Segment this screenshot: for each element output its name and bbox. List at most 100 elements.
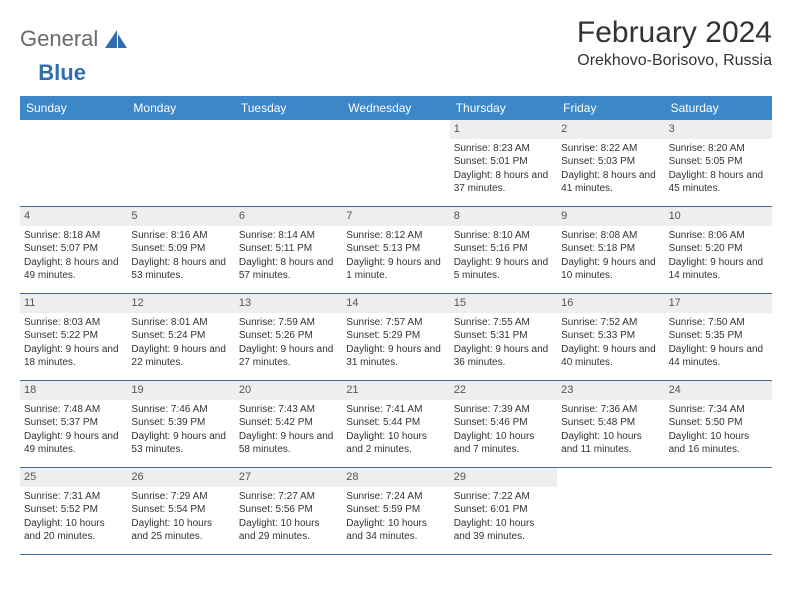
daylight-line: Daylight: 9 hours and 36 minutes. — [454, 343, 553, 370]
logo-sail-icon — [103, 28, 129, 50]
daylight-line: Daylight: 10 hours and 7 minutes. — [454, 430, 553, 457]
calendar-body: 1Sunrise: 8:23 AMSunset: 5:01 PMDaylight… — [20, 120, 772, 555]
day-cell-empty — [20, 120, 127, 206]
week-row: 4Sunrise: 8:18 AMSunset: 5:07 PMDaylight… — [20, 207, 772, 294]
day-cell: 19Sunrise: 7:46 AMSunset: 5:39 PMDayligh… — [127, 381, 234, 467]
day-number: 4 — [20, 207, 127, 226]
day-number: 16 — [557, 294, 664, 313]
sunset-line: Sunset: 5:11 PM — [239, 242, 338, 256]
day-cell-empty — [235, 120, 342, 206]
sunrise-line: Sunrise: 7:24 AM — [346, 490, 445, 504]
day-cell: 16Sunrise: 7:52 AMSunset: 5:33 PMDayligh… — [557, 294, 664, 380]
day-cell: 8Sunrise: 8:10 AMSunset: 5:16 PMDaylight… — [450, 207, 557, 293]
day-number: 6 — [235, 207, 342, 226]
day-cell: 6 Sunrise: 8:14 AMSunset: 5:11 PMDaylight… — [235, 207, 342, 293]
sunrise-line: Sunrise: 7:43 AM — [239, 403, 338, 417]
day-number: 20 — [235, 381, 342, 400]
daylight-line: Daylight: 9 hours and 18 minutes. — [24, 343, 123, 370]
daylight-line: Daylight: 10 hours and 16 minutes. — [669, 430, 768, 457]
sunset-line: Sunset: 5:39 PM — [131, 416, 230, 430]
day-cell: 28Sunrise: 7:24 AMSunset: 5:59 PMDayligh… — [342, 468, 449, 554]
sunset-line: Sunset: 5:09 PM — [131, 242, 230, 256]
sunset-line: Sunset: 5:37 PM — [24, 416, 123, 430]
sunrise-line: Sunrise: 7:48 AM — [24, 403, 123, 417]
sunrise-line: Sunrise: 8:08 AM — [561, 229, 660, 243]
daylight-line: Daylight: 8 hours and 45 minutes. — [669, 169, 768, 196]
daylight-line: Daylight: 9 hours and 22 minutes. — [131, 343, 230, 370]
day-number: 25 — [20, 468, 127, 487]
sunrise-line: Sunrise: 8:03 AM — [24, 316, 123, 330]
day-number: 10 — [665, 207, 772, 226]
sunset-line: Sunset: 5:24 PM — [131, 329, 230, 343]
daylight-line: Daylight: 10 hours and 20 minutes. — [24, 517, 123, 544]
sunset-line: Sunset: 5:31 PM — [454, 329, 553, 343]
day-cell: 21Sunrise: 7:41 AMSunset: 5:44 PMDayligh… — [342, 381, 449, 467]
sunset-line: Sunset: 5:07 PM — [24, 242, 123, 256]
sunset-line: Sunset: 5:35 PM — [669, 329, 768, 343]
day-cell-empty — [127, 120, 234, 206]
logo-text-gray: General — [20, 26, 98, 52]
sunrise-line: Sunrise: 8:06 AM — [669, 229, 768, 243]
day-number: 18 — [20, 381, 127, 400]
daylight-line: Daylight: 8 hours and 41 minutes. — [561, 169, 660, 196]
sunrise-line: Sunrise: 7:52 AM — [561, 316, 660, 330]
day-cell: 29Sunrise: 7:22 AMSunset: 6:01 PMDayligh… — [450, 468, 557, 554]
sunset-line: Sunset: 5:18 PM — [561, 242, 660, 256]
day-cell: 11Sunrise: 8:03 AMSunset: 5:22 PMDayligh… — [20, 294, 127, 380]
day-number: 29 — [450, 468, 557, 487]
day-cell: 26Sunrise: 7:29 AMSunset: 5:54 PMDayligh… — [127, 468, 234, 554]
week-row: 1Sunrise: 8:23 AMSunset: 5:01 PMDaylight… — [20, 120, 772, 207]
day-cell-empty — [557, 468, 664, 554]
daylight-line: Daylight: 9 hours and 1 minute. — [346, 256, 445, 283]
daylight-line: Daylight: 9 hours and 53 minutes. — [131, 430, 230, 457]
sunrise-line: Sunrise: 7:39 AM — [454, 403, 553, 417]
daylight-line: Daylight: 10 hours and 39 minutes. — [454, 517, 553, 544]
daylight-line: Daylight: 9 hours and 49 minutes. — [24, 430, 123, 457]
daylight-line: Daylight: 8 hours and 57 minutes. — [239, 256, 338, 283]
day-number: 9 — [557, 207, 664, 226]
day-cell: 9 Sunrise: 8:08 AMSunset: 5:18 PMDaylight… — [557, 207, 664, 293]
day-number: 8 — [450, 207, 557, 226]
sunrise-line: Sunrise: 7:57 AM — [346, 316, 445, 330]
sunset-line: Sunset: 5:48 PM — [561, 416, 660, 430]
sunset-line: Sunset: 5:59 PM — [346, 503, 445, 517]
day-cell: 22 Sunrise: 7:39 AMSunset: 5:46 PMDayligh… — [450, 381, 557, 467]
title-block: February 2024 Orekhovo-Borisovo, Russia — [577, 16, 772, 70]
sunset-line: Sunset: 5:03 PM — [561, 155, 660, 169]
day-cell: 18 Sunrise: 7:48 AMSunset: 5:37 PMDayligh… — [20, 381, 127, 467]
sunrise-line: Sunrise: 8:14 AM — [239, 229, 338, 243]
daylight-line: Daylight: 8 hours and 37 minutes. — [454, 169, 553, 196]
daylight-line: Daylight: 9 hours and 10 minutes. — [561, 256, 660, 283]
sunset-line: Sunset: 5:42 PM — [239, 416, 338, 430]
day-cell: 27Sunrise: 7:27 AMSunset: 5:56 PMDayligh… — [235, 468, 342, 554]
day-cell: 25Sunrise: 7:31 AMSunset: 5:52 PMDayligh… — [20, 468, 127, 554]
week-row: 18Sunrise: 7:48 AMSunset: 5:37 PMDayligh… — [20, 381, 772, 468]
day-number: 1 — [450, 120, 557, 139]
day-number: 12 — [127, 294, 234, 313]
daylight-line: Daylight: 9 hours and 31 minutes. — [346, 343, 445, 370]
day-cell-empty — [665, 468, 772, 554]
sunset-line: Sunset: 5:56 PM — [239, 503, 338, 517]
weekday-header: Saturday — [665, 96, 772, 120]
day-cell: 20 Sunrise: 7:43 AMSunset: 5:42 PMDayligh… — [235, 381, 342, 467]
daylight-line: Daylight: 9 hours and 58 minutes. — [239, 430, 338, 457]
day-number: 5 — [127, 207, 234, 226]
day-number: 7 — [342, 207, 449, 226]
day-number: 22 — [450, 381, 557, 400]
logo-text-blue: Blue — [38, 60, 86, 86]
daylight-line: Daylight: 10 hours and 34 minutes. — [346, 517, 445, 544]
day-number: 2 — [557, 120, 664, 139]
weekday-header: Tuesday — [235, 96, 342, 120]
daylight-line: Daylight: 10 hours and 29 minutes. — [239, 517, 338, 544]
sunrise-line: Sunrise: 7:27 AM — [239, 490, 338, 504]
sunrise-line: Sunrise: 7:34 AM — [669, 403, 768, 417]
sunset-line: Sunset: 5:46 PM — [454, 416, 553, 430]
sunrise-line: Sunrise: 8:16 AM — [131, 229, 230, 243]
month-title: February 2024 — [577, 16, 772, 50]
day-cell: 10Sunrise: 8:06 AMSunset: 5:20 PMDayligh… — [665, 207, 772, 293]
day-cell: 5Sunrise: 8:16 AMSunset: 5:09 PMDaylight… — [127, 207, 234, 293]
sunset-line: Sunset: 5:26 PM — [239, 329, 338, 343]
sunset-line: Sunset: 5:05 PM — [669, 155, 768, 169]
sunrise-line: Sunrise: 7:36 AM — [561, 403, 660, 417]
sunrise-line: Sunrise: 8:20 AM — [669, 142, 768, 156]
